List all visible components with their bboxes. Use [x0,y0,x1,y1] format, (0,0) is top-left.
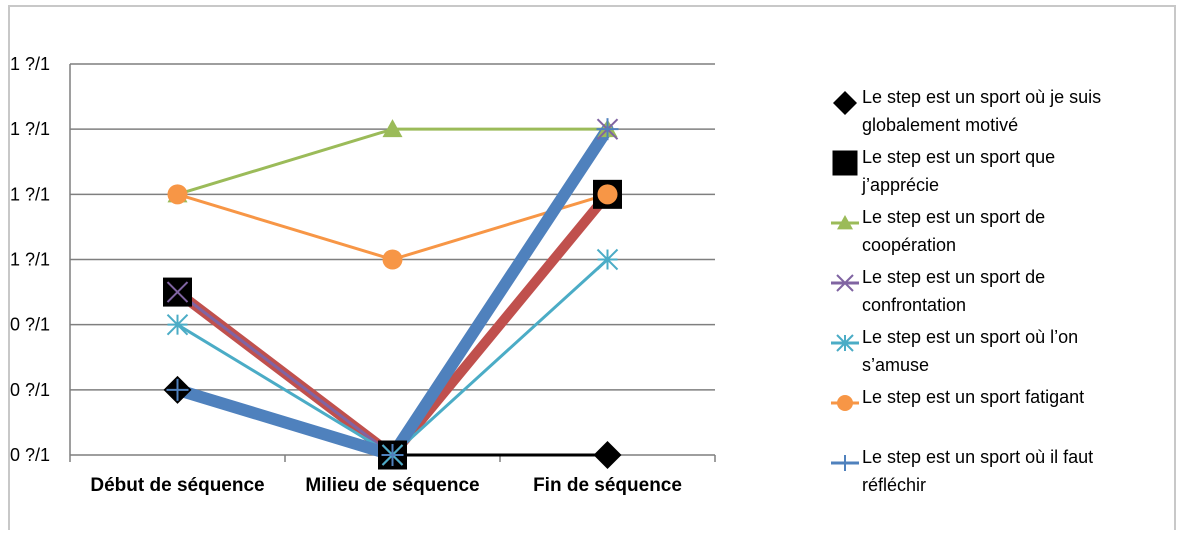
legend-marker [832,150,858,176]
legend-marker [837,455,853,471]
y-tick-label: 0 ?/1 [10,445,50,465]
legend-label: Le step est un sport de coopération [862,207,1045,255]
legend-label: Le step est un sport où il faut réfléchir [862,447,1093,495]
legend-label: Le step est un sport où l’on s’amuse [862,327,1078,375]
data-point [166,378,189,401]
series-line [176,127,609,196]
legend-marker [837,215,853,230]
series-lines [171,123,614,461]
y-axis-ticks: 0 ?/1 0 ?/1 0 ?/1 1 ?/1 1 ?/1 1 ?/1 1 ?/1 [10,54,50,465]
legend-marker [836,274,854,292]
x-tick-label: Début de séquence [90,475,264,496]
y-tick-label: 0 ?/1 [10,380,50,400]
legend-entry: Le step est un sport où il faut réfléchir [831,447,1093,495]
data-point [593,441,622,469]
data-point [382,249,403,270]
x-axis-ticks: Début de séquence Milieu de séquence Fin d… [90,475,682,496]
legend-entry: Le step est un sport de confrontation [831,267,1045,315]
series-markers [163,118,622,470]
legend-entry: Le step est un sport fatigant [831,387,1084,411]
series-line [171,123,614,461]
legend-marker [837,395,853,411]
data-point [166,281,189,303]
data-point [597,184,618,205]
data-point [382,119,403,138]
y-tick-label: 1 ?/1 [10,184,50,204]
chart-frame [8,5,1176,530]
legend-label: Le step est un sport où je suis globaleme… [862,87,1101,135]
series-line [176,258,609,457]
y-tick-label: 1 ?/1 [10,250,50,270]
x-tick-label: Fin de séquence [533,475,682,496]
legend-entry: Le step est un sport de coopération [831,207,1045,255]
x-tick-label: Milieu de séquence [305,475,479,496]
y-tick-label: 1 ?/1 [10,119,50,139]
legend-entry: Le step est un sport que j’apprécie [832,147,1055,195]
legend-entry: Le step est un sport où je suis globaleme… [833,87,1101,135]
y-tick-label: 0 ?/1 [10,315,50,335]
y-tick-label: 1 ?/1 [10,54,50,74]
data-point [381,444,404,466]
legend: Le step est un sport où je suis globaleme… [831,87,1101,495]
data-point [166,313,189,336]
legend-entry: Le step est un sport où l’on s’amuse [831,327,1078,375]
data-point [596,248,619,271]
data-point [167,184,188,205]
legend-marker [836,334,854,352]
legend-marker [833,91,857,115]
legend-label: Le step est un sport fatigant [862,387,1084,407]
legend-label: Le step est un sport de confrontation [862,267,1045,315]
legend-label: Le step est un sport que j’apprécie [861,147,1055,195]
data-point [596,118,619,141]
